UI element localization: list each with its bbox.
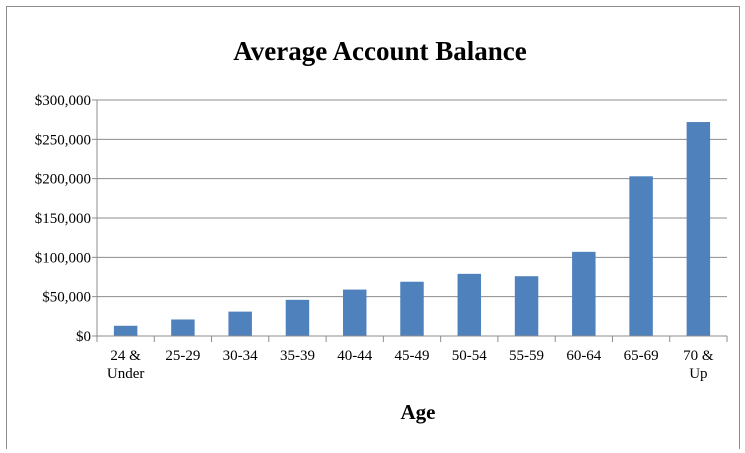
- x-tick-label: 70 & Up: [683, 348, 714, 382]
- x-tick-label: 65-69: [624, 348, 659, 364]
- x-tick-label: 60-64: [566, 348, 601, 364]
- y-tick-label: $200,000: [35, 172, 91, 188]
- chart-title: Average Account Balance: [233, 36, 526, 66]
- bar: [457, 273, 482, 336]
- bar: [171, 319, 195, 336]
- bar: [285, 299, 310, 336]
- bar: [572, 251, 596, 336]
- x-tick-label: 25-29: [165, 348, 200, 364]
- bar: [113, 325, 138, 336]
- x-tick-label: 55-59: [509, 348, 544, 364]
- x-tick-label: 35-39: [280, 348, 315, 364]
- x-tick-label: 30-34: [223, 348, 258, 364]
- y-tick-label: $300,000: [35, 93, 91, 109]
- bar: [342, 289, 367, 336]
- y-tick-label: $250,000: [35, 132, 91, 148]
- y-tick-label: $150,000: [35, 211, 91, 227]
- x-axis: [92, 99, 728, 342]
- bar: [629, 176, 653, 336]
- y-tick-label: $50,000: [42, 290, 91, 306]
- x-tick-label: 40-44: [337, 348, 372, 364]
- x-tick-label: 45-49: [395, 348, 430, 364]
- bar: [686, 122, 711, 336]
- x-tick-label: 24 & Under: [107, 348, 145, 382]
- bars: [113, 122, 711, 336]
- chart-frame: [6, 6, 740, 449]
- y-tick-label: $100,000: [35, 250, 91, 266]
- bar: [400, 281, 424, 336]
- x-axis-tick-labels: 24 & Under 25-29 30-34 35-39 40-44 45-49 50-54 5…: [107, 348, 714, 382]
- y-axis-tick-labels: $0 $50,000 $100,000 $150,000 $200,000 $250,00…: [35, 93, 91, 345]
- x-axis-title: Age: [401, 400, 436, 424]
- bar: [514, 276, 539, 336]
- y-tick-label: $0: [76, 329, 91, 345]
- x-tick-label: 50-54: [452, 348, 487, 364]
- bar: [228, 311, 252, 336]
